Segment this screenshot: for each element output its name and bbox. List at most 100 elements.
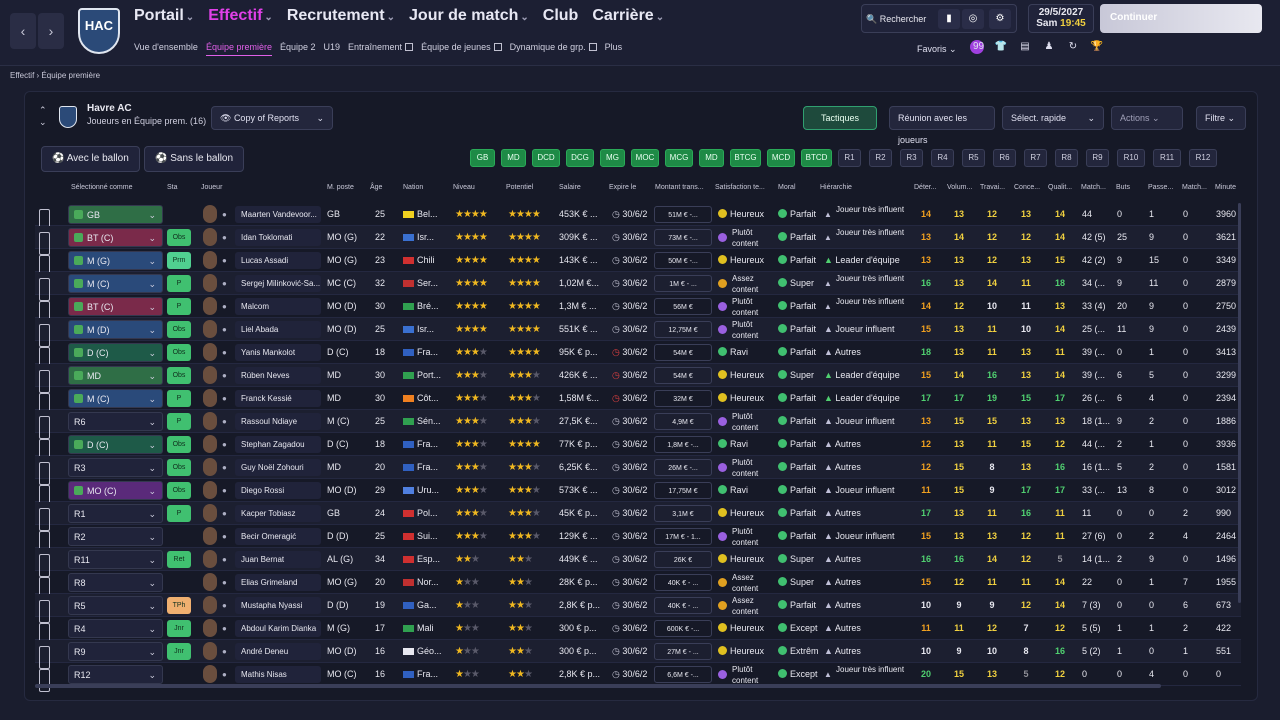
player-name[interactable]: Becir Omeragić bbox=[235, 528, 321, 545]
sub-nav-4[interactable]: Entraînement bbox=[348, 42, 414, 55]
sub-nav-1[interactable]: Équipe première bbox=[205, 42, 272, 56]
transfer-value[interactable]: 4,9M € bbox=[654, 413, 712, 430]
player-name[interactable]: Rúben Neves bbox=[235, 367, 321, 384]
search-button[interactable]: 🔍 Rechercher bbox=[866, 14, 927, 24]
column-header[interactable]: Salaire bbox=[559, 184, 581, 191]
main-nav-2[interactable]: Recrutement ⌄ bbox=[287, 7, 395, 25]
position-filter[interactable]: MG bbox=[600, 149, 625, 167]
with-ball-button[interactable]: ⚽ Avec le ballon bbox=[41, 146, 140, 172]
transfer-value[interactable]: 56M € bbox=[654, 298, 712, 315]
position-filter[interactable]: R1 bbox=[838, 149, 861, 167]
row-checkbox[interactable] bbox=[39, 324, 50, 347]
collapse-arrows[interactable]: ⌃ ⌄ bbox=[39, 105, 47, 127]
table-row[interactable]: M (C) ⌄ P ● Franck Kessié MD 30 Côt... ★★★★ ★★★★ 1… bbox=[35, 387, 1241, 416]
transfer-value[interactable]: 32M € bbox=[654, 390, 712, 407]
selected-as-dropdown[interactable]: R2 ⌄ bbox=[68, 527, 163, 546]
vertical-scrollbar[interactable] bbox=[1238, 203, 1241, 603]
player-name[interactable]: Idan Toklomati bbox=[235, 229, 321, 246]
favorites-dropdown[interactable]: Favoris ⌄ bbox=[917, 44, 957, 54]
player-name[interactable]: Franck Kessié bbox=[235, 390, 321, 407]
table-row[interactable]: MO (C) ⌄ Obs ● Diego Rossi MO (D) 29 Uru... ★★★★… bbox=[35, 479, 1241, 508]
selected-as-dropdown[interactable]: D (C) ⌄ bbox=[68, 435, 163, 454]
table-row[interactable]: R6 ⌄ P ● Rassoul Ndiaye M (C) 25 Sén... ★★★★ ★★★★… bbox=[35, 410, 1241, 439]
position-filter[interactable]: R4 bbox=[931, 149, 954, 167]
column-header[interactable]: M. poste bbox=[327, 184, 354, 191]
selected-as-dropdown[interactable]: R4 ⌄ bbox=[68, 619, 163, 638]
transfer-value[interactable]: 54M € bbox=[654, 367, 712, 384]
selected-as-dropdown[interactable]: R1 ⌄ bbox=[68, 504, 163, 523]
tactics-button[interactable]: Tactiques bbox=[803, 106, 877, 130]
selected-as-dropdown[interactable]: MD ⌄ bbox=[68, 366, 163, 385]
transfer-value[interactable]: 26M € -... bbox=[654, 459, 712, 476]
sub-nav-5[interactable]: Équipe de jeunes bbox=[421, 42, 502, 55]
meeting-button[interactable]: Réunion avec les joueurs bbox=[889, 106, 995, 145]
position-filter[interactable]: MOC bbox=[631, 149, 659, 167]
row-checkbox[interactable] bbox=[39, 669, 50, 692]
quick-select-button[interactable]: Sélect. rapide ⌄ bbox=[1002, 106, 1104, 130]
table-row[interactable]: R1 ⌄ P ● Kacper Tobiasz GB 24 Pol... ★★★★ ★★★★ 45K… bbox=[35, 502, 1241, 531]
tactics-icon[interactable]: ♟ bbox=[1044, 41, 1054, 52]
forward-button[interactable]: › bbox=[38, 13, 64, 49]
column-header[interactable]: Volum... bbox=[947, 184, 973, 191]
main-nav-3[interactable]: Jour de match ⌄ bbox=[409, 7, 529, 25]
column-header[interactable]: Match... bbox=[1081, 184, 1106, 191]
player-name[interactable]: Sergej Milinković-Sa... bbox=[235, 275, 321, 292]
position-filter[interactable]: MD bbox=[699, 149, 724, 167]
continue-button[interactable]: Continuer bbox=[1100, 4, 1262, 33]
position-filter[interactable]: R11 bbox=[1153, 149, 1181, 167]
column-header[interactable]: Expire le bbox=[609, 184, 637, 191]
player-name[interactable]: Guy Noël Zohouri bbox=[235, 459, 321, 476]
selected-as-dropdown[interactable]: BT (C) ⌄ bbox=[68, 228, 163, 247]
row-checkbox[interactable] bbox=[39, 370, 50, 393]
column-header[interactable]: Joueur bbox=[201, 184, 223, 191]
transfer-value[interactable]: 12,75M € bbox=[654, 321, 712, 338]
main-nav-4[interactable]: Club bbox=[543, 7, 579, 25]
refresh-icon[interactable]: ↻ bbox=[1068, 41, 1078, 52]
player-name[interactable]: Yanis Mankolot bbox=[235, 344, 321, 361]
column-header[interactable]: Buts bbox=[1116, 184, 1131, 191]
filter-button[interactable]: Filtre ⌄ bbox=[1196, 106, 1246, 130]
position-filter[interactable]: BTCD bbox=[801, 149, 832, 167]
transfer-value[interactable]: 17,75M € bbox=[654, 482, 712, 499]
table-row[interactable]: BT (C) ⌄ P ● Malcom MO (D) 30 Bré... ★★★★ ★★★★ 1,3… bbox=[35, 295, 1241, 324]
position-filter[interactable]: DCD bbox=[532, 149, 560, 167]
column-header[interactable]: Niveau bbox=[453, 184, 475, 191]
transfer-value[interactable]: 50M € -... bbox=[654, 252, 712, 269]
table-row[interactable]: R12 ⌄ ● Mathis Nisas MO (C) 16 Fra... ★★★ ★★★ 2,8… bbox=[35, 663, 1241, 692]
player-name[interactable]: Rassoul Ndiaye bbox=[235, 413, 321, 430]
position-filter[interactable]: BTCG bbox=[730, 149, 761, 167]
position-filter[interactable]: GB bbox=[470, 149, 495, 167]
transfer-value[interactable]: 3,1M € bbox=[654, 505, 712, 522]
position-filter[interactable]: R3 bbox=[900, 149, 923, 167]
position-filter[interactable]: MCG bbox=[665, 149, 693, 167]
player-name[interactable]: Liel Abada bbox=[235, 321, 321, 338]
main-nav-5[interactable]: Carrière ⌄ bbox=[592, 7, 664, 25]
selected-as-dropdown[interactable]: M (D) ⌄ bbox=[68, 320, 163, 339]
player-name[interactable]: Mathis Nisas bbox=[235, 666, 321, 683]
trophy-icon[interactable]: 🏆 bbox=[1090, 41, 1104, 52]
breadcrumb-effectif[interactable]: Effectif bbox=[10, 71, 35, 80]
column-header[interactable]: Conce... bbox=[1014, 184, 1041, 191]
row-checkbox[interactable] bbox=[39, 600, 50, 623]
transfer-value[interactable]: 40K € - ... bbox=[654, 574, 712, 591]
selected-as-dropdown[interactable]: R12 ⌄ bbox=[68, 665, 163, 684]
transfer-value[interactable]: 1,8M € -... bbox=[654, 436, 712, 453]
clipboard-icon[interactable]: ▤ bbox=[1020, 41, 1030, 52]
table-row[interactable]: R3 ⌄ Obs ● Guy Noël Zohouri MD 20 Fra... ★★★★ ★★★… bbox=[35, 456, 1241, 485]
transfer-value[interactable]: 600K € -... bbox=[654, 620, 712, 637]
table-row[interactable]: D (C) ⌄ Obs ● Stephan Zagadou D (C) 18 Fra... ★★… bbox=[35, 433, 1241, 462]
date-display[interactable]: 29/5/2027 Sam 19:45 bbox=[1028, 4, 1094, 33]
position-filter[interactable]: R12 bbox=[1189, 149, 1217, 167]
sub-nav-6[interactable]: Dynamique de grp. bbox=[510, 42, 597, 55]
table-row[interactable]: R9 ⌄ Jnr ● André Deneu MO (D) 16 Géo... ★★★ ★★★ 30… bbox=[35, 640, 1241, 669]
transfer-value[interactable]: 26K € bbox=[654, 551, 712, 568]
row-checkbox[interactable] bbox=[39, 416, 50, 439]
gear-icon[interactable]: ⚙ bbox=[989, 9, 1011, 29]
selected-as-dropdown[interactable]: D (C) ⌄ bbox=[68, 343, 163, 362]
selected-as-dropdown[interactable]: R5 ⌄ bbox=[68, 596, 163, 615]
column-header[interactable]: Qualit... bbox=[1048, 184, 1073, 191]
selected-as-dropdown[interactable]: R3 ⌄ bbox=[68, 458, 163, 477]
transfer-value[interactable]: 27M € - ... bbox=[654, 643, 712, 660]
position-filter[interactable]: MD bbox=[501, 149, 526, 167]
selected-as-dropdown[interactable]: R8 ⌄ bbox=[68, 573, 163, 592]
